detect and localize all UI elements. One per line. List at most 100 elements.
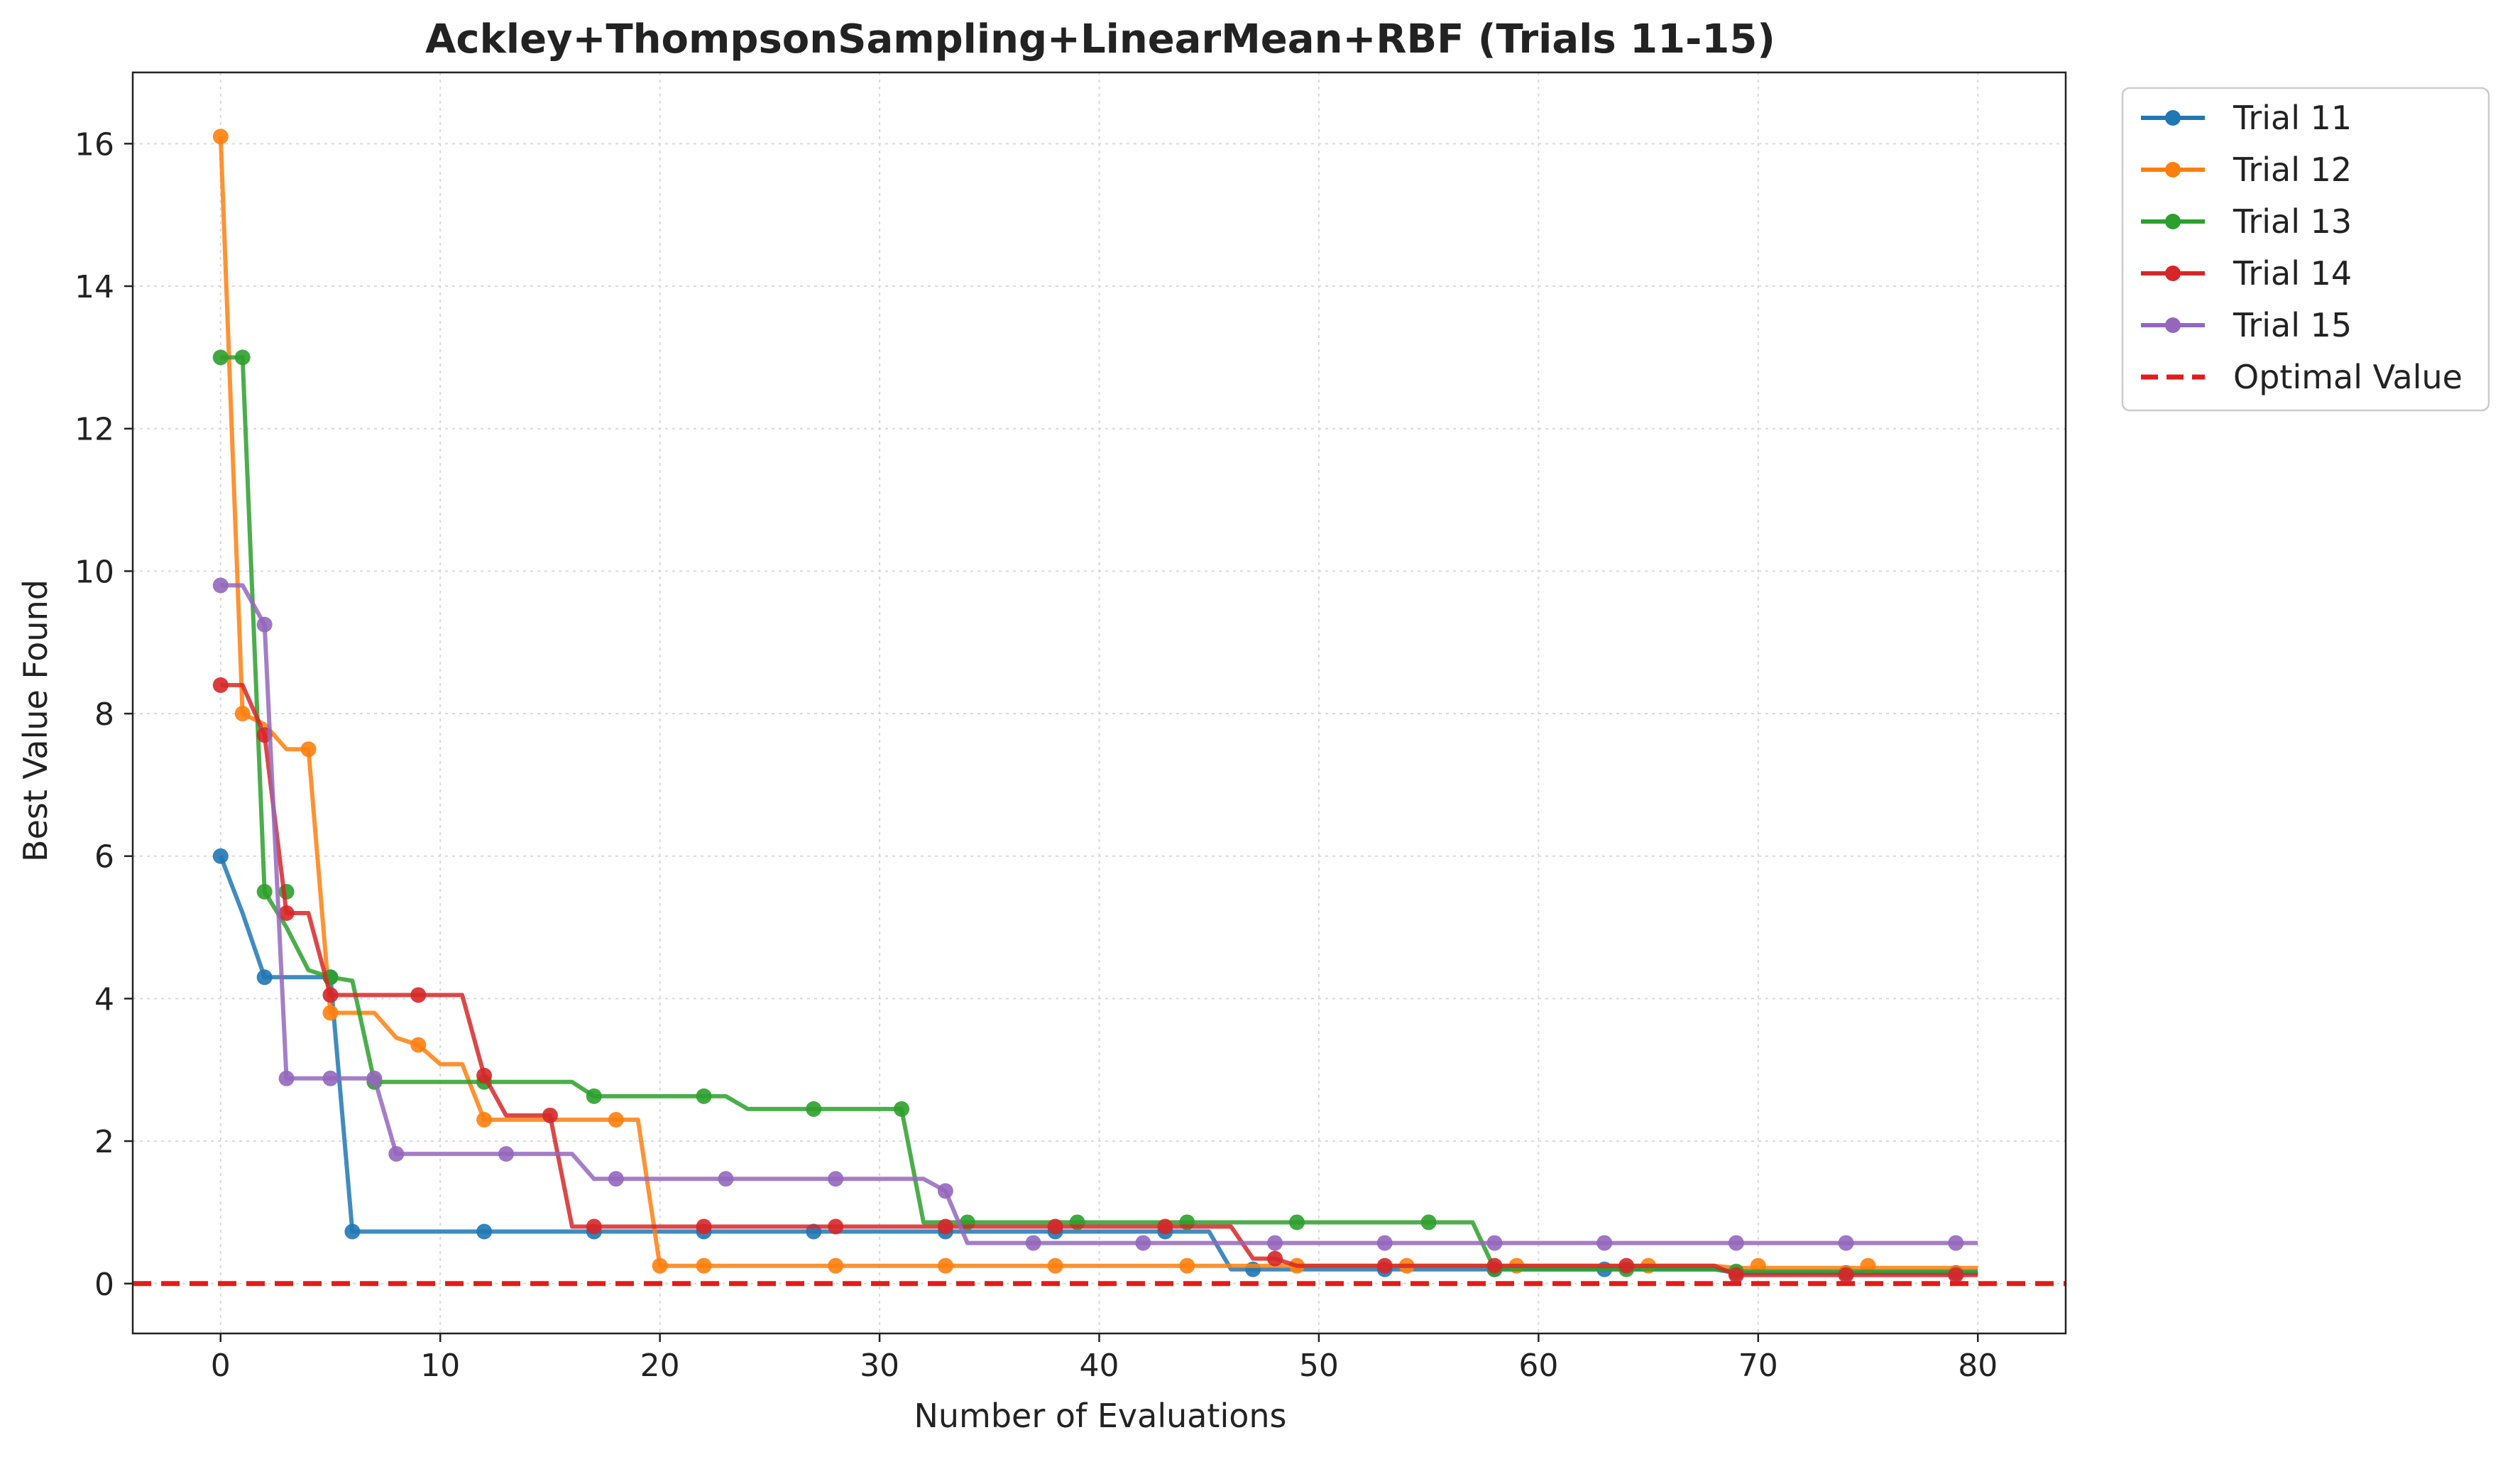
- data-point: [476, 1111, 493, 1128]
- y-tick-label: 6: [94, 839, 114, 875]
- legend-marker: [2165, 266, 2181, 281]
- legend-marker: [2165, 214, 2181, 229]
- y-tick-label: 4: [94, 981, 114, 1017]
- legend-item-trial-13: Trial 13: [2141, 202, 2352, 241]
- data-point: [300, 741, 317, 758]
- y-tick-label: 10: [75, 554, 114, 590]
- legend-box: [2121, 87, 2490, 412]
- x-tick-label: 70: [1738, 1348, 1778, 1384]
- legend-item-trial-15: Trial 15: [2141, 306, 2352, 344]
- data-point: [278, 1070, 295, 1086]
- legend-marker: [2165, 110, 2181, 126]
- data-point: [212, 349, 229, 366]
- legend-label: Trial 11: [2233, 99, 2352, 137]
- data-point: [388, 1146, 405, 1162]
- data-point: [696, 1088, 712, 1104]
- data-point: [608, 1171, 624, 1187]
- data-point: [256, 883, 273, 900]
- data-point: [1948, 1267, 1964, 1283]
- legend: Trial 11 Trial 12 Trial 13 Trial 14 Trial 15…: [2121, 87, 2490, 412]
- legend-label: Trial 15: [2233, 306, 2352, 344]
- legend-item-trial-14: Trial 14: [2141, 254, 2352, 293]
- x-tick-label: 40: [1080, 1348, 1119, 1384]
- data-point: [212, 677, 229, 693]
- data-point: [828, 1171, 844, 1187]
- data-point: [718, 1171, 734, 1187]
- data-point: [1948, 1235, 1964, 1251]
- data-point: [476, 1067, 493, 1084]
- series-trial-15: [212, 577, 1978, 1251]
- data-point: [1838, 1235, 1854, 1251]
- data-point: [1596, 1235, 1613, 1251]
- data-point: [1376, 1257, 1393, 1274]
- data-point: [937, 1257, 953, 1274]
- data-point: [1267, 1250, 1283, 1267]
- legend-label: Trial 12: [2233, 151, 2352, 189]
- data-point: [937, 1183, 953, 1199]
- legend-marker: [2165, 317, 2181, 333]
- data-point: [1157, 1218, 1173, 1235]
- data-point: [1267, 1235, 1283, 1251]
- legend-label: Trial 13: [2233, 202, 2352, 241]
- series-layer: [212, 129, 1978, 1283]
- y-axis-ticks: 0 2 4 6 8 10 12 14 16: [75, 126, 133, 1303]
- legend-item-trial-11: Trial 11: [2141, 99, 2352, 137]
- data-point: [1618, 1257, 1635, 1274]
- data-point: [806, 1101, 822, 1117]
- data-point: [212, 129, 229, 145]
- x-axis-ticks: 0 10 20 30 40 50 60 70 80: [211, 1333, 1998, 1384]
- data-point: [278, 905, 295, 921]
- data-point: [366, 1070, 383, 1086]
- series-trial-14: [212, 677, 1978, 1283]
- data-point: [1728, 1267, 1744, 1283]
- data-point: [212, 577, 229, 594]
- x-tick-label: 30: [860, 1348, 899, 1384]
- data-point: [696, 1218, 712, 1235]
- x-tick-label: 10: [420, 1348, 460, 1384]
- x-tick-label: 60: [1518, 1348, 1558, 1384]
- data-point: [586, 1088, 602, 1104]
- data-point: [234, 349, 251, 366]
- data-point: [1047, 1257, 1063, 1274]
- data-point: [212, 848, 229, 864]
- y-tick-label: 0: [94, 1267, 114, 1303]
- data-point: [828, 1218, 844, 1235]
- x-axis-label: Number of Evaluations: [914, 1397, 1286, 1435]
- data-point: [1838, 1267, 1854, 1283]
- x-tick-label: 0: [211, 1348, 231, 1384]
- data-point: [256, 616, 273, 633]
- data-point: [1047, 1218, 1063, 1235]
- data-point: [498, 1146, 515, 1162]
- series-line-trial-14: [220, 682, 1978, 1277]
- x-tick-label: 20: [640, 1348, 680, 1384]
- data-point: [1728, 1235, 1744, 1251]
- x-tick-label: 80: [1958, 1348, 1998, 1384]
- data-point: [322, 987, 339, 1003]
- data-point: [256, 969, 273, 986]
- data-point: [937, 1218, 953, 1235]
- data-point: [1135, 1235, 1151, 1251]
- y-axis-label: Best Value Found: [16, 579, 55, 862]
- data-point: [410, 987, 427, 1003]
- data-point: [1179, 1257, 1195, 1274]
- data-point: [1420, 1214, 1437, 1230]
- data-point: [322, 1005, 339, 1021]
- x-tick-label: 50: [1299, 1348, 1339, 1384]
- y-tick-label: 2: [94, 1124, 114, 1160]
- data-point: [1376, 1235, 1393, 1251]
- data-point: [828, 1257, 844, 1274]
- data-point: [344, 1223, 361, 1240]
- data-point: [410, 1037, 427, 1053]
- y-tick-label: 16: [75, 126, 114, 163]
- data-point: [234, 706, 251, 722]
- y-tick-label: 8: [94, 697, 114, 733]
- data-point: [586, 1218, 602, 1235]
- y-tick-label: 14: [75, 269, 114, 305]
- data-point: [476, 1223, 493, 1240]
- legend-item-trial-12: Trial 12: [2141, 151, 2352, 189]
- legend-marker: [2165, 162, 2181, 178]
- data-point: [1486, 1257, 1503, 1274]
- y-tick-label: 12: [75, 412, 114, 448]
